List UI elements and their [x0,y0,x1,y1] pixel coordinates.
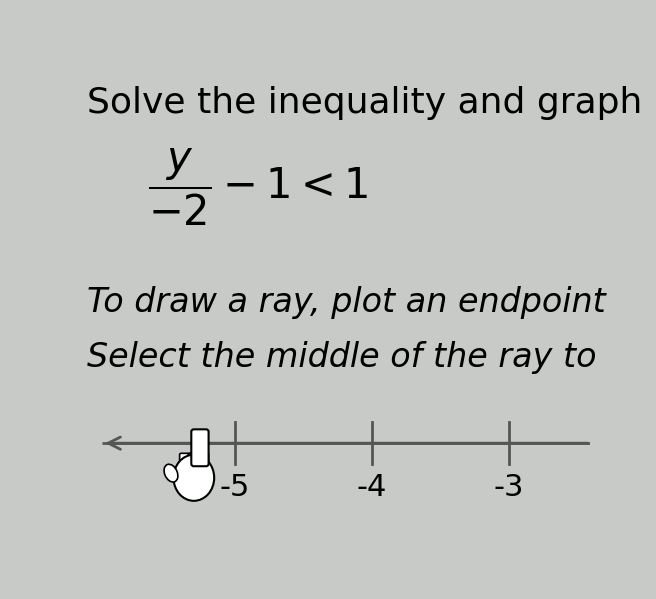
Ellipse shape [173,455,215,501]
Text: -3: -3 [494,473,524,502]
Text: Select the middle of the ray to: Select the middle of the ray to [87,341,596,374]
FancyBboxPatch shape [192,429,209,466]
Text: To draw a ray, plot an endpoint: To draw a ray, plot an endpoint [87,286,606,319]
FancyBboxPatch shape [188,453,201,468]
Ellipse shape [164,464,178,482]
Text: -4: -4 [357,473,387,502]
Text: -5: -5 [219,473,250,502]
Text: $\dfrac{y}{-2} - 1 < 1$: $\dfrac{y}{-2} - 1 < 1$ [148,147,368,228]
FancyBboxPatch shape [196,453,209,468]
Text: Solve the inequality and graph: Solve the inequality and graph [87,86,642,120]
FancyBboxPatch shape [180,453,192,468]
